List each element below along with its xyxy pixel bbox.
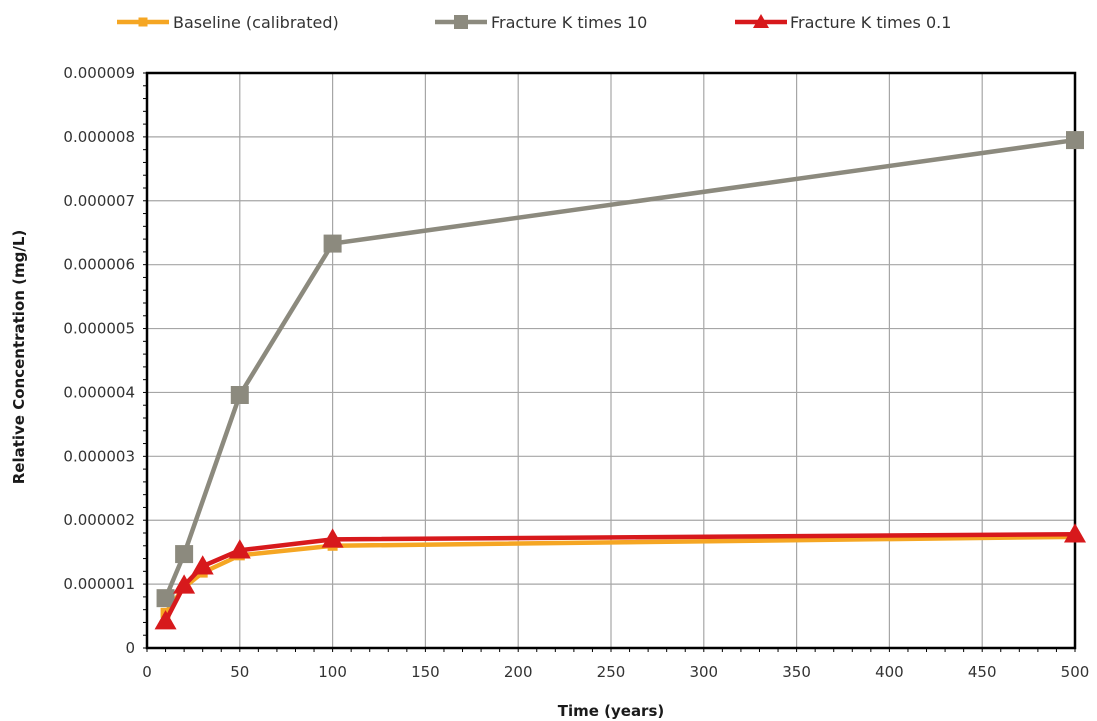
y-tick-label: 0.000007 xyxy=(63,192,135,210)
data-point xyxy=(173,574,196,594)
series-layer xyxy=(154,131,1086,630)
legend-label: Fracture K times 10 xyxy=(491,13,647,32)
y-tick-label: 0.000001 xyxy=(63,575,135,593)
data-point xyxy=(321,528,344,548)
y-tick-label: 0.000009 xyxy=(63,64,135,82)
x-tick-label: 500 xyxy=(1061,663,1090,681)
data-point xyxy=(323,234,342,253)
y-tick-label: 0.000005 xyxy=(63,320,135,338)
data-point xyxy=(154,610,177,630)
x-tick-label: 150 xyxy=(411,663,440,681)
x-tick-label: 50 xyxy=(230,663,249,681)
x-tick-label: 350 xyxy=(782,663,811,681)
x-axis-title: Time (years) xyxy=(558,702,665,720)
x-tick-label: 300 xyxy=(689,663,718,681)
x-tick-label: 250 xyxy=(597,663,626,681)
data-point xyxy=(230,386,249,404)
y-tick-label: 0 xyxy=(125,639,135,657)
y-tick-label: 0.000004 xyxy=(63,383,135,401)
legend-marker xyxy=(454,15,468,29)
legend: Baseline (calibrated) Fracture K times 10… xyxy=(117,13,951,32)
legend-marker xyxy=(138,17,148,27)
x-tick-label: 100 xyxy=(318,663,347,681)
plot-frame xyxy=(145,71,1077,650)
series-line-2 xyxy=(163,137,1078,601)
data-point xyxy=(191,555,214,575)
y-tick-label: 0.000003 xyxy=(63,447,135,465)
data-point xyxy=(1064,523,1086,543)
data-point xyxy=(175,545,194,564)
legend-label: Fracture K times 0.1 xyxy=(790,13,951,32)
data-point xyxy=(228,539,251,559)
data-point xyxy=(1066,131,1084,150)
legend-marker xyxy=(753,14,769,28)
legend-label: Baseline (calibrated) xyxy=(173,13,339,32)
x-tick-label: 0 xyxy=(142,663,152,681)
axes: 0 50 100 150 200 250 300 350 400 450 500 0 0.000001 0… xyxy=(63,64,1089,681)
x-tick-label: 200 xyxy=(504,663,533,681)
y-tick-label: 0.000006 xyxy=(63,256,135,274)
data-point xyxy=(156,589,175,608)
y-tick-label: 0.000008 xyxy=(63,128,135,146)
x-tick-label: 450 xyxy=(968,663,997,681)
y-tick-label: 0.000002 xyxy=(63,511,135,529)
grid xyxy=(147,73,1075,648)
x-tick-label: 400 xyxy=(875,663,904,681)
series-line-1 xyxy=(163,534,1078,616)
y-axis-title: Relative Concentration (mg/L) xyxy=(10,230,28,485)
